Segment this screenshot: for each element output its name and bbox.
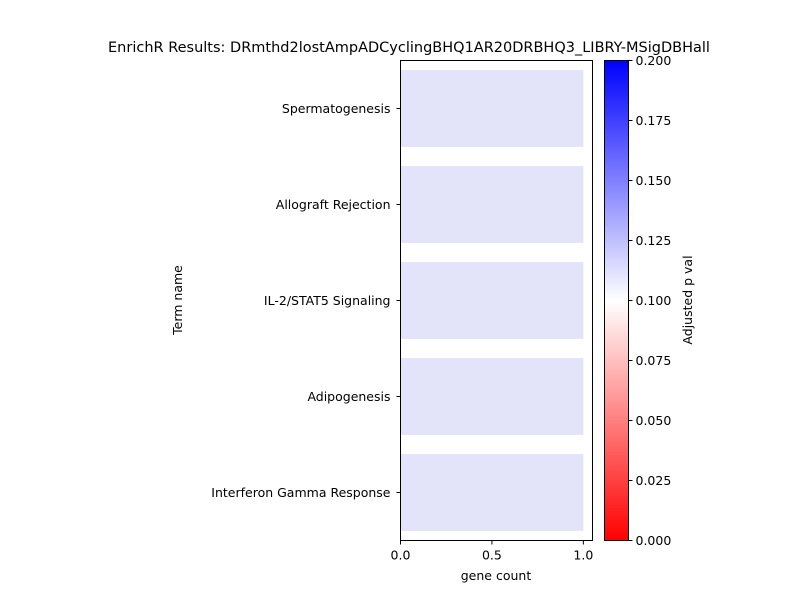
y-axis-label: Term name (170, 265, 185, 336)
bar (400, 358, 584, 435)
colorbar-tick-label: 0.150 (636, 173, 672, 188)
y-tick-label: IL-2/STAT5 Signaling (264, 293, 391, 308)
x-tick-label: 0.5 (482, 548, 502, 563)
colorbar-tick-label: 0.050 (636, 413, 672, 428)
colorbar-tick-label: 0.200 (636, 53, 672, 68)
y-tick-label: Spermatogenesis (282, 101, 391, 116)
bars-group (400, 70, 584, 531)
bar (400, 166, 584, 243)
y-tick-label: Adipogenesis (307, 389, 390, 404)
colorbar-ticks-group: 0.000 0.025 0.050 0.075 0.100 0.125 0.150 0.175… (628, 53, 672, 548)
colorbar-tick-label: 0.100 (636, 293, 672, 308)
x-ticks-group: 0.0 0.5 1.0 (391, 540, 593, 563)
y-tick-label: Interferon Gamma Response (211, 485, 391, 500)
x-axis-label: gene count (461, 568, 532, 583)
colorbar-tick-label: 0.000 (636, 533, 672, 548)
colorbar-label: Adjusted p val (680, 255, 695, 344)
chart-title: EnrichR Results: DRmthd2lostAmpADCycling… (108, 40, 710, 56)
colorbar (604, 60, 629, 541)
colorbar-tick-label: 0.175 (636, 113, 672, 128)
bar (400, 454, 584, 531)
colorbar-tick-label: 0.125 (636, 233, 672, 248)
y-ticks-group: Spermatogenesis Allograft Rejection IL-2/S… (211, 101, 401, 500)
y-tick-label: Allograft Rejection (276, 197, 391, 212)
bar (400, 262, 584, 339)
bar (400, 70, 584, 147)
x-tick-label: 1.0 (573, 548, 593, 563)
colorbar-tick-label: 0.025 (636, 473, 672, 488)
x-tick-label: 0.0 (391, 548, 411, 563)
colorbar-tick-label: 0.075 (636, 353, 672, 368)
